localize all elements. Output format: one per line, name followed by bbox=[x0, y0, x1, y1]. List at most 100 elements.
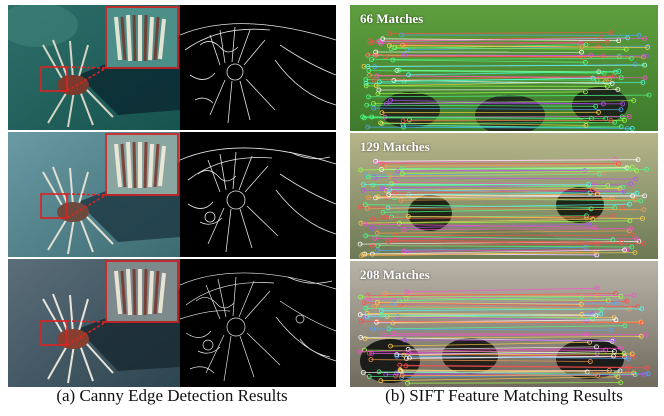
keypoint bbox=[582, 167, 588, 173]
keypoint bbox=[380, 185, 385, 191]
keypoint bbox=[366, 194, 371, 200]
match-line bbox=[371, 57, 632, 60]
keypoint bbox=[628, 226, 634, 232]
match-line bbox=[365, 82, 643, 84]
keypoint bbox=[634, 190, 640, 196]
keypoint bbox=[633, 176, 639, 182]
match-line bbox=[378, 38, 645, 42]
keypoint bbox=[369, 57, 375, 62]
keypoint bbox=[366, 374, 372, 379]
match-line bbox=[399, 220, 630, 224]
keypoint bbox=[620, 204, 626, 210]
match-line bbox=[376, 75, 646, 79]
keypoint bbox=[375, 243, 381, 249]
keypoint bbox=[579, 294, 585, 300]
keypoint bbox=[406, 72, 411, 78]
keypoint bbox=[609, 81, 615, 86]
keypoint bbox=[394, 68, 400, 73]
keypoint bbox=[367, 72, 372, 78]
keypoint bbox=[387, 173, 392, 179]
match-line bbox=[382, 183, 631, 189]
match-lines bbox=[357, 30, 652, 386]
keypoint bbox=[621, 188, 627, 194]
keypoint bbox=[385, 205, 391, 211]
match-line bbox=[379, 371, 636, 375]
keypoint bbox=[374, 73, 380, 79]
keypoint bbox=[365, 293, 371, 299]
keypoint bbox=[594, 344, 599, 350]
keypoint bbox=[615, 374, 621, 380]
match-line bbox=[382, 314, 593, 319]
match-line bbox=[360, 295, 621, 298]
match-line bbox=[408, 216, 643, 219]
edge-map-row-1 bbox=[180, 5, 336, 130]
match-line bbox=[367, 208, 644, 211]
keypoint bbox=[608, 327, 614, 333]
match-line bbox=[396, 355, 629, 359]
keypoint bbox=[401, 227, 407, 232]
keypoint bbox=[371, 77, 377, 83]
match-line bbox=[373, 107, 622, 111]
keypoint bbox=[641, 371, 647, 377]
match-line bbox=[389, 172, 603, 177]
keypoint bbox=[615, 87, 621, 92]
keypoint bbox=[375, 248, 381, 254]
keypoint bbox=[630, 193, 636, 199]
keypoint bbox=[629, 244, 635, 250]
keypoint bbox=[610, 337, 616, 343]
keypoint bbox=[613, 300, 619, 306]
keypoint bbox=[360, 251, 366, 257]
match-line bbox=[364, 223, 595, 228]
keypoint bbox=[636, 32, 642, 38]
keypoint bbox=[391, 331, 397, 337]
keypoint bbox=[399, 375, 405, 380]
keypoint bbox=[389, 181, 395, 187]
match-line bbox=[400, 369, 634, 374]
keypoint bbox=[642, 36, 648, 41]
keypoint bbox=[380, 209, 386, 215]
match-line bbox=[394, 189, 593, 194]
match-line bbox=[366, 85, 608, 87]
match-line bbox=[377, 230, 630, 234]
keypoint bbox=[604, 84, 610, 89]
keypoint bbox=[592, 224, 598, 230]
keypoint bbox=[401, 52, 407, 58]
keypoint bbox=[394, 352, 400, 358]
match-line bbox=[406, 287, 598, 293]
match-line bbox=[371, 41, 608, 44]
keypoint bbox=[404, 289, 410, 295]
keypoint bbox=[625, 356, 631, 361]
keypoint bbox=[646, 92, 652, 98]
match-line bbox=[368, 70, 605, 74]
keypoint bbox=[363, 80, 369, 86]
keypoint bbox=[640, 216, 645, 221]
keypoint bbox=[406, 349, 412, 355]
match-line bbox=[383, 334, 647, 336]
match-line bbox=[408, 346, 597, 350]
keypoint bbox=[406, 213, 411, 219]
keypoint bbox=[362, 347, 367, 353]
keypoint bbox=[604, 39, 610, 45]
keypoint bbox=[608, 30, 614, 35]
match-line bbox=[370, 359, 591, 362]
keypoint bbox=[398, 197, 404, 203]
keypoint bbox=[393, 373, 398, 379]
keypoint bbox=[624, 165, 630, 171]
keypoint bbox=[640, 80, 646, 85]
keypoint bbox=[579, 311, 585, 317]
keypoint bbox=[369, 225, 375, 231]
match-line bbox=[407, 382, 621, 384]
match-line bbox=[385, 55, 604, 58]
keypoint bbox=[369, 242, 375, 248]
match-line bbox=[394, 234, 634, 237]
match-line bbox=[377, 245, 632, 248]
match-line bbox=[384, 164, 618, 167]
keypoint bbox=[639, 306, 645, 312]
match-line bbox=[374, 177, 636, 180]
keypoint bbox=[624, 247, 630, 253]
match-line bbox=[369, 37, 602, 42]
match-line bbox=[399, 296, 582, 302]
keypoint bbox=[631, 292, 637, 298]
match-line bbox=[389, 32, 611, 35]
sift-figure: 66 Matches 129 Matches 208 Matches bbox=[350, 5, 658, 387]
